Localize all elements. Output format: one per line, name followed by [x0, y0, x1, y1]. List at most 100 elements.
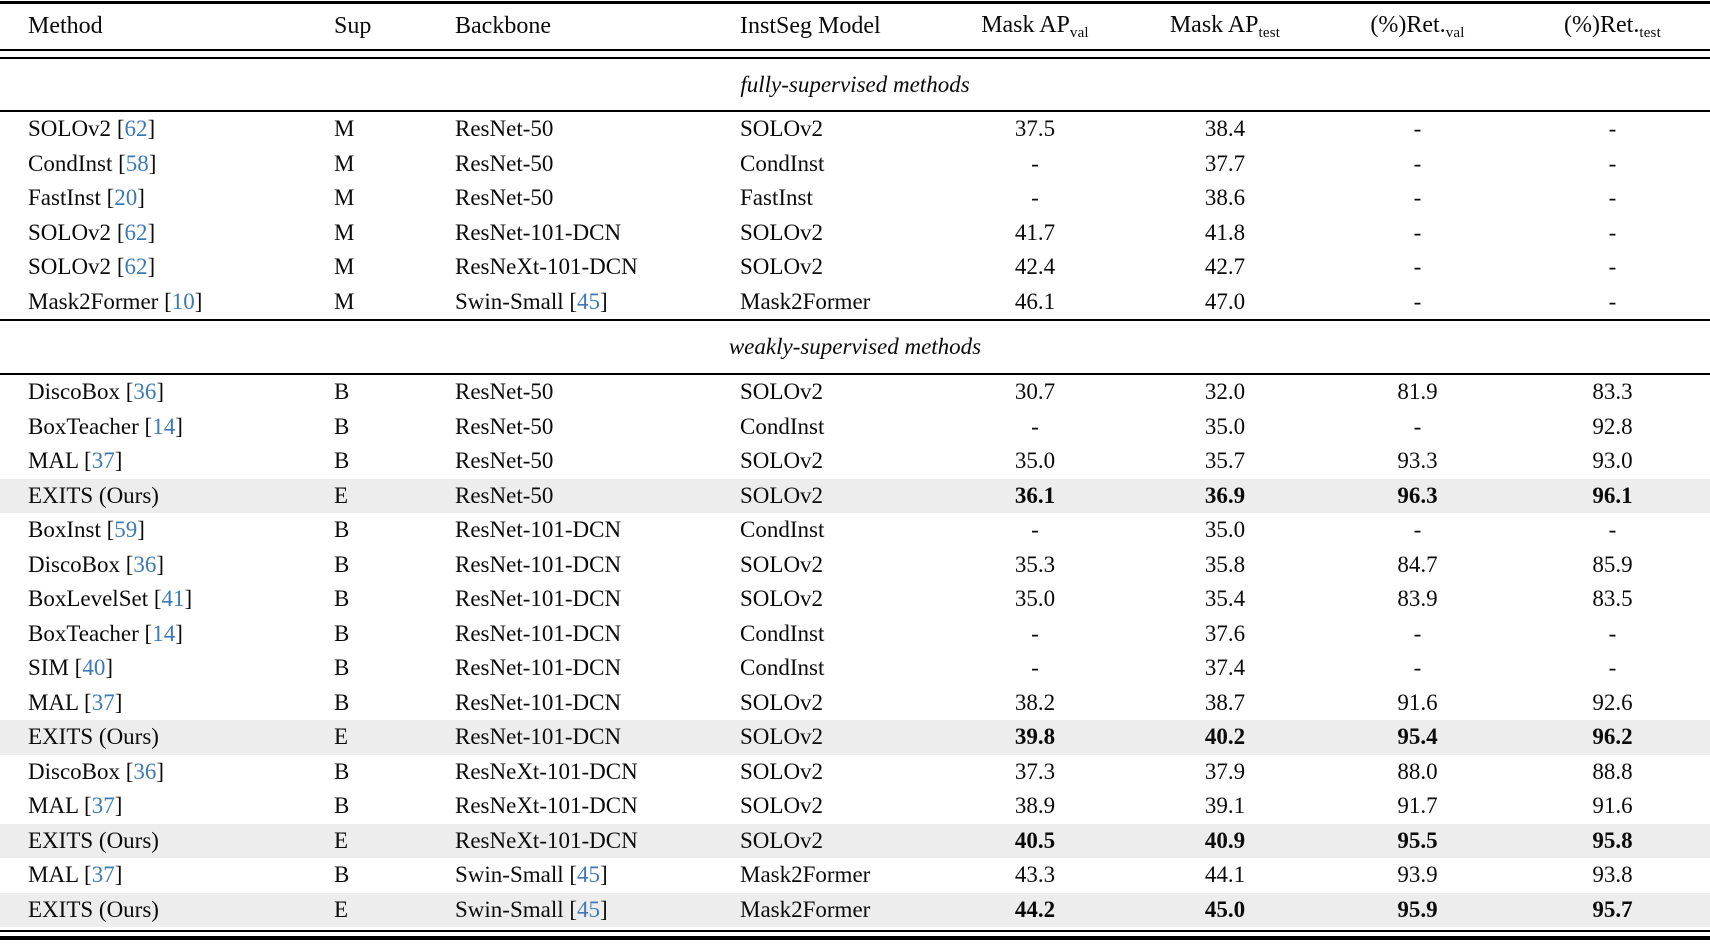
- model-cell: CondInst: [740, 413, 825, 439]
- sup-cell: B: [334, 620, 350, 646]
- mask-ap-test-cell: 47.0: [1204, 288, 1246, 314]
- citation-link[interactable]: 37: [91, 793, 115, 819]
- entry-label: ResNet-101-DCN: [455, 724, 622, 750]
- method-cell: SOLOv2 [62]: [28, 254, 156, 280]
- sup-cell: B: [334, 379, 350, 405]
- citation-link[interactable]: 62: [124, 116, 148, 142]
- sup-cell: M: [334, 116, 355, 142]
- citation-link[interactable]: 20: [114, 185, 138, 211]
- entry-label: ResNet-50: [455, 185, 554, 211]
- mask-ap-test-cell: 45.0: [1204, 896, 1246, 922]
- backbone-cell: ResNet-50: [455, 379, 740, 405]
- backbone-cell: ResNet-101-DCN: [455, 220, 740, 246]
- citation-link[interactable]: 37: [91, 689, 115, 715]
- col-header-label: Mask AP: [1169, 11, 1259, 38]
- citation-link[interactable]: 37: [91, 448, 115, 474]
- ret-val-cell: 81.9: [1397, 379, 1438, 405]
- citation-link[interactable]: 36: [133, 551, 157, 577]
- entry-label: ResNet-101-DCN: [455, 586, 622, 612]
- ret-val-cell: 91.6: [1397, 689, 1438, 715]
- backbone-cell: ResNet-50: [455, 448, 740, 474]
- model-cell: SOLOv2: [740, 586, 824, 612]
- sup-cell: E: [334, 827, 349, 853]
- entry-label: EXITS (Ours): [28, 482, 159, 508]
- ret-val-cell: -: [1413, 288, 1422, 314]
- citation-link[interactable]: 59: [114, 517, 138, 543]
- col-header-ret-val: (%)Ret.val: [1320, 12, 1515, 42]
- entry-label: BoxTeacher: [28, 413, 139, 439]
- citation-link[interactable]: 40: [82, 655, 106, 681]
- mask-ap-test-cell: 38.7: [1204, 689, 1246, 715]
- citation-link[interactable]: 37: [91, 862, 115, 888]
- mask-ap-val-cell: 35.3: [1014, 551, 1056, 577]
- citation-link[interactable]: 36: [133, 758, 157, 784]
- ret-val-cell: 91.7: [1397, 793, 1438, 819]
- model-cell: SOLOv2: [740, 758, 824, 784]
- ret-test-cell: 88.8: [1592, 758, 1633, 784]
- backbone-cell: ResNet-50: [455, 185, 740, 211]
- col-header-label: Method: [28, 13, 103, 39]
- citation-link[interactable]: 45: [577, 862, 601, 888]
- ret-val-cell: 83.9: [1397, 586, 1438, 612]
- mask-ap-val-cell: 46.1: [1014, 288, 1056, 314]
- ret-test-cell: 96.2: [1592, 724, 1633, 750]
- col-header-sup: Sup: [330, 13, 455, 40]
- citation-link[interactable]: 36: [133, 379, 157, 405]
- model-cell: CondInst: [740, 655, 825, 681]
- ret-test-cell: 92.6: [1592, 689, 1633, 715]
- col-header-label: (%)Ret.: [1370, 11, 1446, 38]
- sup-cell: M: [334, 288, 355, 314]
- entry-label: Swin-Small: [455, 896, 564, 922]
- mask-ap-val-cell: 36.1: [1014, 482, 1056, 508]
- sup-cell: B: [334, 517, 350, 543]
- citation-link[interactable]: 62: [124, 219, 148, 245]
- backbone-cell: ResNet-101-DCN: [455, 690, 740, 716]
- mask-ap-val-cell: -: [1031, 517, 1039, 543]
- sup-cell: B: [334, 413, 350, 439]
- citation-link[interactable]: 10: [171, 288, 195, 314]
- col-header-label: Sup: [334, 13, 372, 39]
- backbone-cell: Swin-Small [45]: [455, 288, 608, 314]
- mask-ap-val-cell: -: [1031, 655, 1039, 681]
- ret-test-cell: -: [1608, 185, 1617, 211]
- section-rows: DiscoBox [36] B ResNet-50 SOLOv2 30.7 32…: [0, 375, 1710, 927]
- mask-ap-val-cell: 42.4: [1014, 254, 1056, 280]
- ret-test-cell: 95.7: [1592, 896, 1633, 922]
- entry-label: ResNet-101-DCN: [455, 689, 622, 715]
- ret-test-cell: -: [1608, 219, 1617, 245]
- citation-link[interactable]: 62: [124, 254, 148, 280]
- model-cell: SOLOv2: [740, 793, 824, 819]
- ret-val-cell: 95.9: [1397, 896, 1438, 922]
- entry-label: ResNet-50: [455, 482, 554, 508]
- entry-label: BoxInst: [28, 517, 101, 543]
- method-cell: SOLOv2 [62]: [28, 116, 156, 142]
- citation-link[interactable]: 45: [577, 288, 601, 314]
- mask-ap-test-cell: 38.6: [1204, 185, 1246, 211]
- entry-label: ResNet-50: [455, 379, 554, 405]
- ret-test-cell: 85.9: [1592, 551, 1633, 577]
- entry-label: Swin-Small: [455, 862, 564, 888]
- table-row: EXITS (Ours) E ResNet-101-DCN SOLOv2 39.…: [0, 720, 1710, 755]
- citation-link[interactable]: 58: [125, 150, 149, 176]
- ret-val-cell: -: [1413, 517, 1422, 543]
- citation-link[interactable]: 41: [161, 586, 185, 612]
- table-row: MAL [37] B ResNeXt-101-DCN SOLOv2 38.9 3…: [0, 789, 1710, 824]
- table-row: MAL [37] B ResNet-101-DCN SOLOv2 38.2 38…: [0, 686, 1710, 721]
- table-row: EXITS (Ours) E Swin-Small [45] Mask2Form…: [0, 892, 1710, 927]
- sup-cell: M: [334, 150, 355, 176]
- table-row: EXITS (Ours) E ResNeXt-101-DCN SOLOv2 40…: [0, 823, 1710, 858]
- citation-link[interactable]: 14: [152, 620, 176, 646]
- mask-ap-test-cell: 40.9: [1204, 827, 1246, 853]
- sup-cell: B: [334, 655, 350, 681]
- ret-test-cell: -: [1608, 655, 1617, 681]
- citation-link[interactable]: 14: [152, 413, 176, 439]
- method-cell: MAL [37]: [28, 862, 123, 888]
- model-cell: SOLOv2: [740, 448, 824, 474]
- table-row: EXITS (Ours) E ResNet-50 SOLOv2 36.1 36.…: [0, 478, 1710, 513]
- ret-test-cell: 83.5: [1592, 586, 1633, 612]
- method-cell: BoxTeacher [14]: [28, 413, 183, 439]
- citation-link[interactable]: 45: [577, 896, 601, 922]
- entry-label: ResNet-50: [455, 413, 554, 439]
- header-double-rule-divider: [0, 49, 1710, 59]
- table-row: MAL [37] B Swin-Small [45] Mask2Former 4…: [0, 858, 1710, 893]
